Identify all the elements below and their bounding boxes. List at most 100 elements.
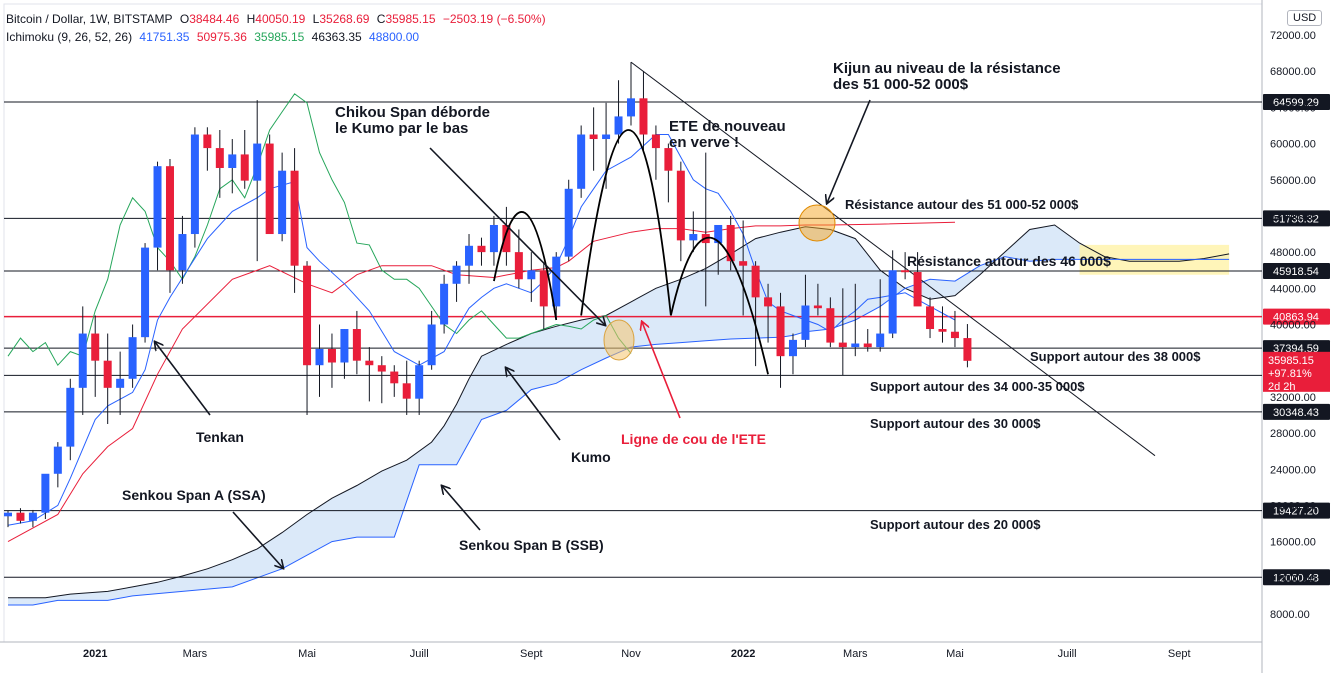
candle-body <box>764 297 773 307</box>
indicator-legend[interactable]: Ichimoku (9, 26, 52, 26) 41751.35 50975.… <box>6 30 423 44</box>
resistance-circle <box>798 204 836 242</box>
annotation-text: Senkou Span A (SSA) <box>122 487 266 503</box>
x-tick-label: Juill <box>410 648 429 660</box>
candle-body <box>726 224 735 262</box>
symbol-title[interactable]: Bitcoin / Dollar, 1W, BITSTAMP <box>6 12 173 26</box>
candle-body <box>876 333 885 348</box>
ete-pattern-and-circles <box>493 129 836 375</box>
candle-body <box>589 134 598 140</box>
candle-body <box>913 272 922 307</box>
y-tick-label: 64000.00 <box>1270 102 1316 114</box>
annotation-arrow <box>827 99 871 203</box>
chikou-circle <box>603 319 635 361</box>
candle-body <box>465 245 474 266</box>
ete-right-shoulder <box>669 236 769 375</box>
open-value: 38484.46 <box>189 12 240 26</box>
candle-body <box>66 387 75 447</box>
annotation-text: Résistance autour des 46 000$ <box>907 253 1111 269</box>
candle-body <box>801 305 810 340</box>
high-value: 40050.19 <box>255 12 306 26</box>
candle-body <box>602 134 611 140</box>
indicator-title[interactable]: Ichimoku (9, 26, 52, 26) <box>6 30 133 44</box>
candle-body <box>78 333 87 388</box>
candle-body <box>365 360 374 366</box>
price-axis[interactable]: 64599.2951736.3245918.5440863.9437394.59… <box>1263 30 1330 621</box>
candle-body <box>863 343 872 348</box>
candle-body <box>103 360 112 388</box>
candle-body <box>340 329 349 363</box>
y-tick-label: 72000.00 <box>1270 30 1316 42</box>
level-label: 64599.29 <box>1273 97 1319 109</box>
candle-body <box>527 270 536 280</box>
annotation-arrow <box>232 511 283 568</box>
candle-body <box>327 348 336 363</box>
annotation-text: Kijun au niveau de la résistance <box>833 60 1061 77</box>
candle-body <box>203 134 212 149</box>
annotation-text: Support autour des 30 000$ <box>870 416 1041 431</box>
y-tick-label: 28000.00 <box>1270 428 1316 440</box>
annotation-arrows <box>155 99 871 568</box>
level-label-bg <box>1263 308 1330 325</box>
level-label-bg <box>1263 403 1330 420</box>
candle-body <box>141 247 150 338</box>
x-tick-label: Sept <box>1168 648 1191 660</box>
candle-body <box>664 148 673 171</box>
annotation-text: Ligne de cou de l'ETE <box>621 431 766 447</box>
annotation-text: Résistance autour des 51 000-52 000$ <box>845 197 1079 212</box>
annotation-arrow <box>642 322 681 419</box>
ete-head <box>580 129 672 316</box>
annotation-arrow <box>155 342 211 416</box>
candle-body <box>838 342 847 348</box>
candle-body <box>477 245 486 253</box>
level-label-bg <box>1263 93 1330 110</box>
kumo-fill <box>8 225 1230 605</box>
level-label: 40863.94 <box>1273 312 1319 324</box>
annotation-text: Senkou Span B (SSB) <box>459 537 604 553</box>
candle-body <box>901 270 910 273</box>
close-value: 35985.15 <box>385 12 436 26</box>
annotation-text: Support autour des 34 000-35 000$ <box>870 379 1085 394</box>
annotation-text: Tenkan <box>196 429 244 445</box>
annotation-text: Kumo <box>571 449 611 465</box>
ind-value: 35985.15 <box>254 30 305 44</box>
candle-body <box>352 329 361 361</box>
y-tick-label: 20000.00 <box>1270 500 1316 512</box>
annotation-arrow <box>442 486 481 531</box>
x-tick-label: Mai <box>946 648 964 660</box>
candle-body <box>651 134 660 149</box>
level-label-bg <box>1263 502 1330 519</box>
candle-body <box>402 383 411 399</box>
x-tick-label: Nov <box>621 648 641 660</box>
candle-body <box>502 224 511 253</box>
candle-body <box>278 170 287 235</box>
candle-body <box>826 308 835 343</box>
symbol-legend[interactable]: Bitcoin / Dollar, 1W, BITSTAMP O38484.46… <box>6 12 546 26</box>
candle-body <box>153 166 162 248</box>
candle-body <box>564 188 573 257</box>
candle-body <box>16 512 25 521</box>
candle-body <box>639 98 648 135</box>
currency-button[interactable]: USD <box>1287 10 1323 26</box>
candle-body <box>178 234 187 271</box>
candle-body <box>577 134 586 189</box>
candle-body <box>128 337 137 379</box>
level-label: 12060.48 <box>1273 572 1319 584</box>
candle-body <box>315 348 324 366</box>
candle-body <box>228 154 237 168</box>
time-axis[interactable]: 2021 Mars Mai Juill Sept Nov 2022 Mars Mai Juill S… <box>83 648 1191 660</box>
y-tick-label: 48000.00 <box>1270 247 1316 259</box>
candle-body <box>614 116 623 135</box>
level-label: 51736.32 <box>1273 213 1319 225</box>
annotation-arrow <box>506 368 561 441</box>
ind-value: 50975.36 <box>196 30 247 44</box>
candle-body <box>514 252 523 280</box>
candle-body <box>552 256 561 307</box>
candle-body <box>788 339 797 357</box>
candle-body <box>427 324 436 366</box>
x-tick-label: 2022 <box>731 648 755 660</box>
candle-body <box>739 261 748 266</box>
y-tick-label: 40000.00 <box>1270 320 1316 332</box>
annotation-arrow <box>429 147 605 325</box>
